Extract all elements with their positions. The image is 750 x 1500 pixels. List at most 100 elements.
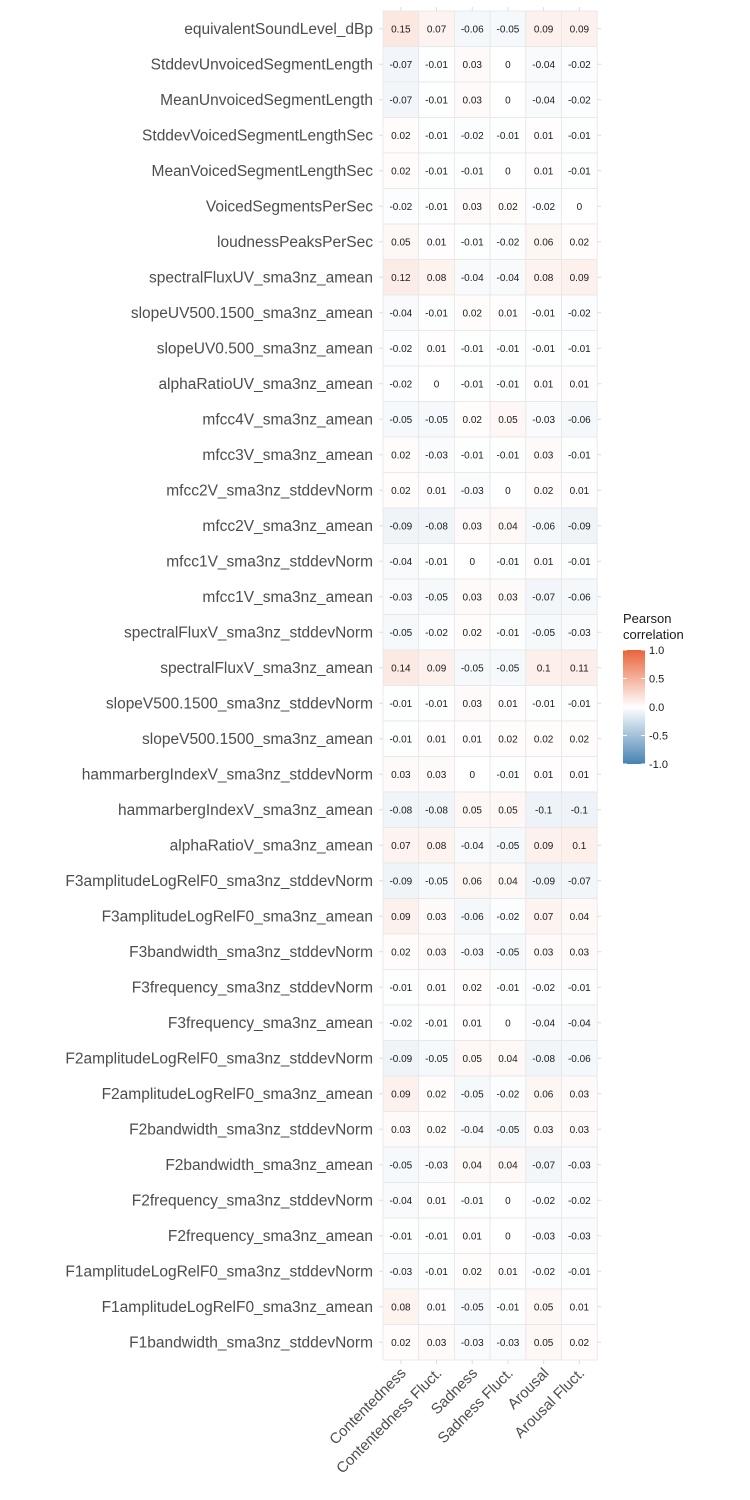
legend: Pearson correlation 1.0 0.5 0.0 -0.5 -1.0 bbox=[623, 611, 684, 771]
heatmap-cell bbox=[418, 614, 455, 651]
heatmap-cell bbox=[525, 827, 562, 864]
heatmap-cell bbox=[489, 507, 527, 544]
cell-value-label: -0.06 bbox=[461, 912, 484, 923]
cell-value-label: 0.09 bbox=[391, 1089, 411, 1100]
cell-value-label: 0.03 bbox=[570, 1125, 590, 1136]
cell-value-label: -0.01 bbox=[568, 699, 591, 710]
row-label: mfcc2V_sma3nz_amean bbox=[202, 518, 373, 535]
heatmap-cell bbox=[561, 933, 598, 970]
cell-value-label: -0.01 bbox=[497, 344, 520, 355]
cell-value-label: 0.05 bbox=[498, 415, 518, 426]
cell-value-label: -0.05 bbox=[389, 628, 412, 639]
cell-value-label: 0.01 bbox=[463, 734, 483, 745]
cell-value-label: 0.04 bbox=[498, 1160, 518, 1171]
cell-value-label: -0.02 bbox=[497, 237, 520, 248]
heatmap-cell bbox=[418, 10, 455, 47]
cell-value-label: -0.06 bbox=[461, 24, 484, 35]
heatmap-cell bbox=[489, 330, 527, 367]
cell-value-label: -0.03 bbox=[389, 592, 412, 603]
heatmap-cell bbox=[382, 46, 420, 83]
heatmap-cell bbox=[418, 472, 455, 509]
cell-value-label: -0.03 bbox=[568, 1231, 591, 1242]
cell-value-label: -0.05 bbox=[497, 947, 520, 958]
cell-value-label: -0.02 bbox=[389, 1018, 412, 1029]
cell-value-label: 0.01 bbox=[463, 1231, 483, 1242]
heatmap-cell bbox=[382, 649, 420, 686]
heatmap-cell bbox=[489, 791, 527, 828]
cell-value-label: -0.03 bbox=[461, 486, 484, 497]
cell-value-label: -0.02 bbox=[425, 628, 448, 639]
cell-value-label: -0.01 bbox=[568, 131, 591, 142]
row-label: slopeUV0.500_sma3nz_amean bbox=[157, 340, 373, 357]
cell-value-label: -0.01 bbox=[461, 344, 484, 355]
cell-value-label: -0.01 bbox=[425, 1231, 448, 1242]
row-label: MeanUnvoicedSegmentLength bbox=[160, 92, 373, 109]
row-label: F3amplitudeLogRelF0_sma3nz_stddevNorm bbox=[65, 873, 373, 890]
cell-value-label: 0.06 bbox=[463, 876, 483, 887]
heatmap-cell bbox=[489, 436, 527, 473]
cell-value-label: -0.01 bbox=[389, 699, 412, 710]
heatmap-cell bbox=[525, 436, 562, 473]
cell-value-label: 0.01 bbox=[427, 983, 447, 994]
cell-value-label: 0.03 bbox=[534, 1125, 554, 1136]
cell-value-label: -0.01 bbox=[461, 237, 484, 248]
heatmap-cell bbox=[561, 1182, 598, 1219]
cell-value-label: 0.01 bbox=[427, 237, 447, 248]
heatmap-cell bbox=[382, 188, 420, 225]
cell-value-label: -0.09 bbox=[532, 876, 555, 887]
heatmap-cell bbox=[382, 791, 420, 828]
heatmap-cell bbox=[489, 1004, 527, 1041]
heatmap-cell bbox=[561, 649, 598, 686]
heatmap-cell bbox=[453, 827, 491, 864]
cell-value-label: 0.02 bbox=[463, 415, 483, 426]
row-label: VoicedSegmentsPerSec bbox=[206, 198, 373, 215]
heatmap-cell bbox=[418, 365, 455, 402]
heatmap-cell bbox=[525, 472, 562, 509]
heatmap-cell bbox=[525, 720, 562, 757]
heatmap-cell bbox=[418, 1182, 455, 1219]
cell-value-label: -0.03 bbox=[461, 1338, 484, 1349]
heatmap-cell bbox=[453, 46, 491, 83]
row-label: hammarbergIndexV_sma3nz_amean bbox=[118, 802, 373, 819]
row-label: F3amplitudeLogRelF0_sma3nz_amean bbox=[102, 908, 373, 925]
cell-value-label: -0.01 bbox=[497, 1302, 520, 1313]
cell-value-label: -0.01 bbox=[532, 308, 555, 319]
cell-value-label: -0.09 bbox=[568, 521, 591, 532]
cell-value-label: -0.03 bbox=[497, 1338, 520, 1349]
heatmap-cell bbox=[453, 10, 491, 47]
cell-value-label: 0.02 bbox=[463, 308, 483, 319]
cell-value-label: 0.1 bbox=[572, 841, 586, 852]
cell-value-label: 0.08 bbox=[427, 841, 447, 852]
row-label: hammarbergIndexV_sma3nz_stddevNorm bbox=[82, 766, 373, 783]
cell-value-label: 0.05 bbox=[463, 1054, 483, 1065]
cell-value-label: -0.05 bbox=[497, 663, 520, 674]
cell-value-label: -0.04 bbox=[461, 841, 484, 852]
cell-value-label: -0.05 bbox=[389, 1160, 412, 1171]
heatmap-cell bbox=[489, 401, 527, 438]
cell-value-label: 0 bbox=[505, 486, 511, 497]
heatmap-cell bbox=[489, 259, 527, 296]
heatmap-cell bbox=[561, 1111, 598, 1148]
heatmap-cell bbox=[489, 472, 527, 509]
heatmap-cell bbox=[382, 1217, 420, 1254]
cell-value-label: -0.01 bbox=[425, 557, 448, 568]
row-label: F2frequency_sma3nz_amean bbox=[168, 1228, 373, 1245]
heatmap-cell bbox=[453, 1111, 491, 1148]
cell-value-label: -0.01 bbox=[568, 344, 591, 355]
heatmap-cell bbox=[561, 188, 598, 225]
cell-value-label: -0.01 bbox=[461, 379, 484, 390]
heatmap-cell bbox=[453, 1075, 491, 1112]
cell-value-label: -0.01 bbox=[497, 131, 520, 142]
cell-value-label: 0.02 bbox=[391, 166, 411, 177]
cell-value-label: -0.08 bbox=[389, 805, 412, 816]
heatmap-cell bbox=[418, 259, 455, 296]
cell-value-label: 0.01 bbox=[427, 1302, 447, 1313]
cell-value-label: -0.02 bbox=[532, 1267, 555, 1278]
cell-value-label: 0.03 bbox=[570, 1089, 590, 1100]
heatmap-cell bbox=[489, 117, 527, 154]
cell-value-label: 0.09 bbox=[534, 24, 554, 35]
heatmap-cell bbox=[453, 720, 491, 757]
cell-value-label: -0.05 bbox=[532, 628, 555, 639]
cell-value-label: 0.01 bbox=[427, 486, 447, 497]
